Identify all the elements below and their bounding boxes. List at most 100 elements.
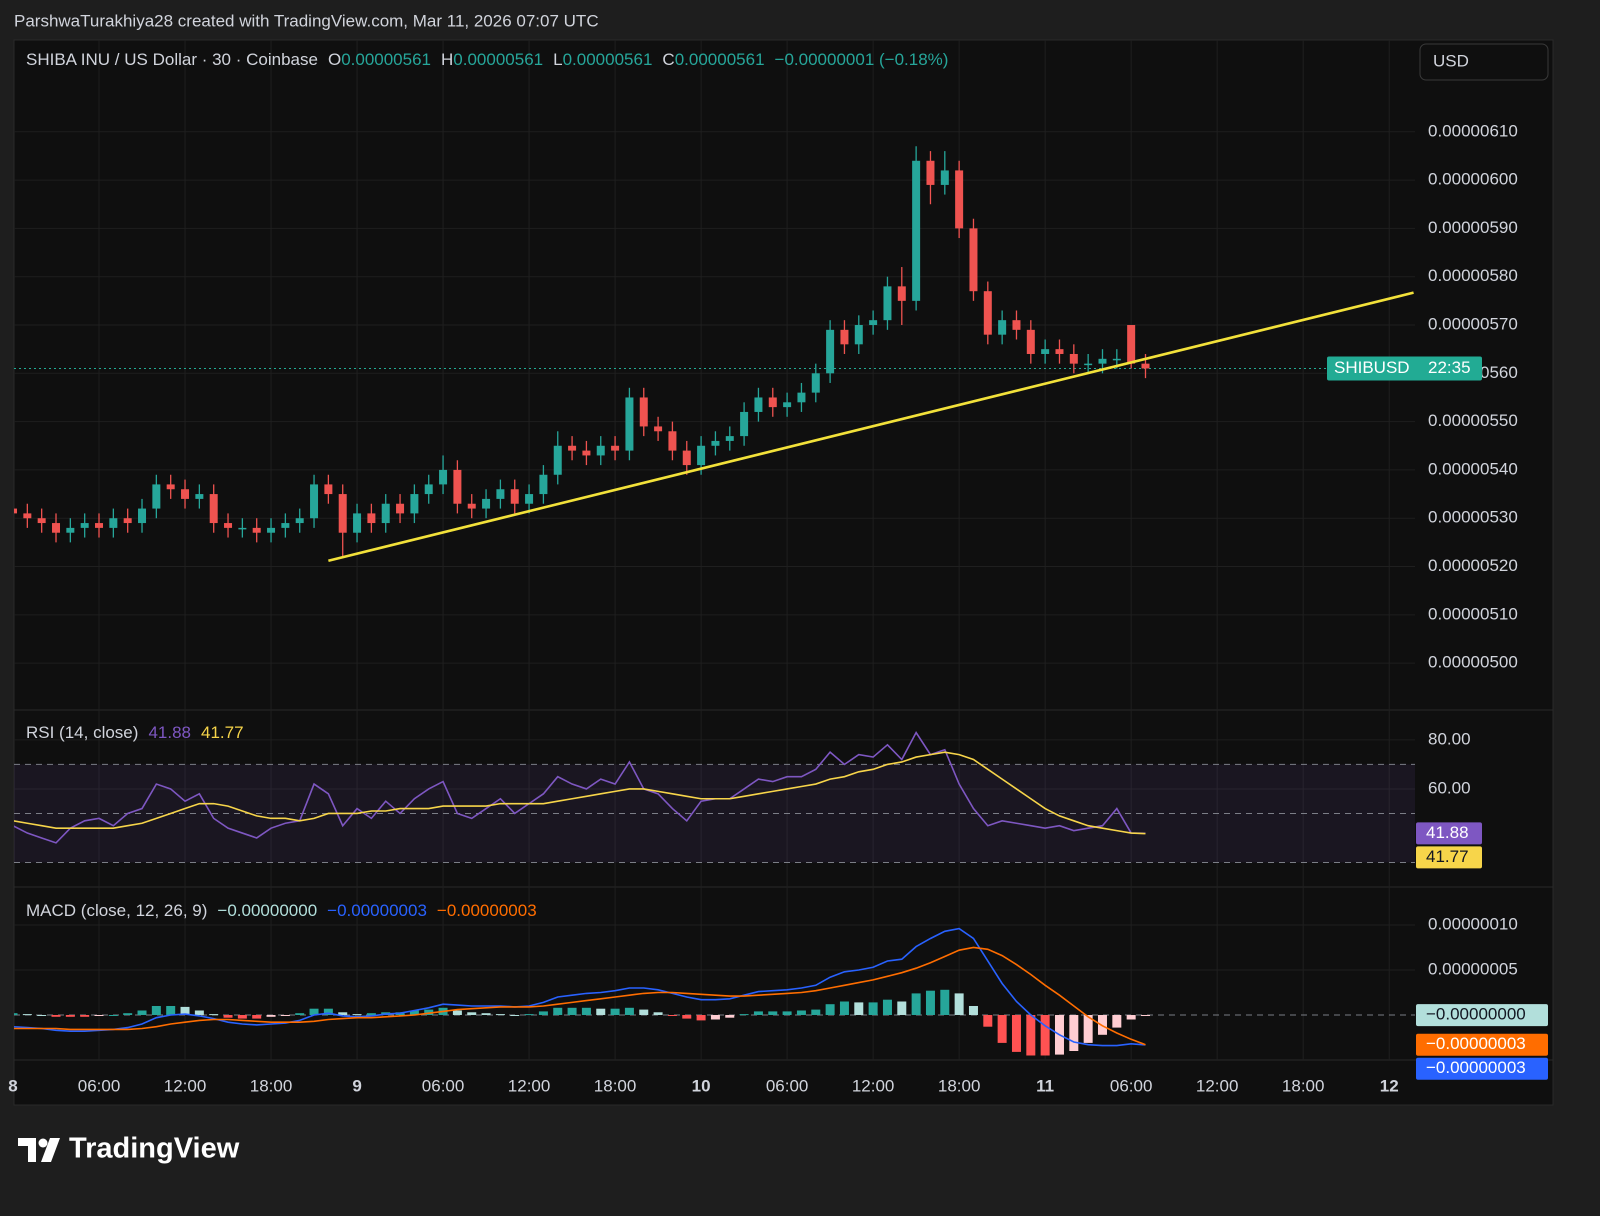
x-tick-label: 12:00	[1196, 1076, 1239, 1095]
legend-value: 0.00000561	[563, 50, 653, 69]
candle-body	[1141, 363, 1150, 369]
pane-value: −0.00000000	[217, 901, 317, 920]
histogram-bar	[1069, 1014, 1079, 1051]
pane-title: RSI (14, close)	[26, 723, 138, 742]
histogram-bar	[495, 1014, 505, 1016]
histogram-bar	[897, 1001, 907, 1015]
credit: ParshwaTurakhiya28 created with TradingV…	[14, 11, 599, 30]
chart-frame	[13, 39, 1554, 1106]
histogram-bar	[323, 1008, 333, 1015]
pane-title: MACD (close, 12, 26, 9)	[26, 901, 207, 920]
x-tick-label: 10	[692, 1076, 711, 1095]
x-tick-label: 11	[1036, 1076, 1054, 1095]
candle-body	[267, 527, 276, 533]
y-tick-label: 0.00000570	[1428, 314, 1518, 333]
histogram-bar	[1126, 1014, 1136, 1020]
histogram-bar	[252, 1014, 262, 1019]
candle-body	[525, 494, 534, 504]
candle-body	[1012, 320, 1021, 330]
y-tick-label: 0.00000580	[1428, 266, 1518, 285]
value-badge-label: 41.88	[1426, 823, 1469, 842]
candle-body	[238, 527, 247, 530]
histogram-bar	[409, 1010, 419, 1015]
candle-body	[209, 494, 218, 524]
candle-body	[897, 286, 906, 301]
trend-line	[328, 291, 1414, 562]
histogram-bar	[366, 1013, 376, 1015]
histogram-bar	[796, 1010, 806, 1015]
histogram-bar	[983, 1014, 993, 1027]
histogram-bar	[237, 1014, 247, 1019]
x-tick-label: 12:00	[164, 1076, 207, 1095]
candle-body	[596, 445, 605, 456]
legend: SHIBA INU / US Dollar · 30 · Coinbase O0.…	[26, 50, 948, 69]
x-tick-label: 12:00	[852, 1076, 895, 1095]
histogram-bar	[209, 1014, 219, 1016]
candle-body	[381, 503, 390, 524]
value-badge	[1416, 822, 1482, 845]
candle-body	[439, 469, 448, 485]
histogram-bar	[94, 1014, 104, 1016]
candle-body	[1084, 363, 1093, 366]
candle-body	[324, 484, 333, 495]
histogram-bar	[667, 1014, 677, 1016]
histogram-bar	[825, 1004, 835, 1015]
legend-value: 0.00000561	[341, 50, 431, 69]
x-tick-label: 18:00	[938, 1076, 981, 1095]
candle-body	[482, 498, 491, 509]
candle-body	[639, 397, 648, 427]
histogram-bar	[1040, 1014, 1050, 1056]
histogram-bar	[925, 990, 935, 1015]
candle-body	[625, 397, 634, 451]
pane-legend: MACD (close, 12, 26, 9) −0.00000000 −0.000…	[26, 901, 537, 920]
candle-body	[367, 513, 376, 524]
candle-body	[697, 445, 706, 466]
histogram-bar	[137, 1010, 147, 1015]
histogram-bar	[280, 1014, 290, 1016]
histogram-bar	[424, 1009, 434, 1015]
candle-body	[740, 411, 749, 437]
currency-button[interactable]	[1419, 43, 1549, 81]
legend-value: 0.00000561	[453, 50, 543, 69]
candle-body	[424, 484, 433, 495]
currency-label[interactable]: USD	[1433, 51, 1469, 70]
series-line	[14, 927, 1146, 1047]
histogram-bar	[911, 993, 921, 1015]
logo-mark	[18, 1138, 36, 1162]
x-tick-label: 06:00	[78, 1076, 121, 1095]
x-tick-label: 9	[352, 1076, 361, 1095]
candle-body	[869, 320, 878, 326]
x-tick-label: 18:00	[250, 1076, 293, 1095]
candle-body	[582, 450, 591, 456]
histogram-bar	[753, 1011, 763, 1015]
histogram-bar	[65, 1014, 75, 1017]
histogram-bar	[596, 1008, 606, 1015]
candle-body	[826, 329, 835, 374]
candle-body	[410, 494, 419, 514]
histogram-bar	[108, 1014, 118, 1016]
histogram-bar	[338, 1012, 348, 1015]
legend-key: C	[662, 50, 674, 69]
candle-body	[195, 494, 204, 499]
legend-key: O	[328, 50, 341, 69]
candle-body	[983, 291, 992, 335]
legend-key: L	[553, 50, 562, 69]
candle-body	[654, 426, 663, 432]
legend-key: H	[441, 50, 453, 69]
y-tick-label: 0.00000520	[1428, 556, 1518, 575]
candle-body	[840, 329, 849, 345]
value-badge-label: 41.77	[1426, 847, 1469, 866]
histogram-bar	[567, 1007, 577, 1015]
logo-mark	[38, 1138, 48, 1148]
candle-body	[510, 489, 519, 504]
histogram-bar	[997, 1014, 1007, 1043]
histogram-bar	[653, 1012, 663, 1015]
candle-body	[1026, 329, 1035, 354]
candle-body	[940, 170, 949, 185]
y-tick-label: 60.00	[1428, 778, 1471, 797]
candle-body	[725, 436, 734, 441]
y-tick-label: 0.00000510	[1428, 604, 1518, 623]
candle-body	[955, 170, 964, 229]
series-line	[14, 730, 1146, 844]
histogram-bar	[1011, 1014, 1021, 1052]
